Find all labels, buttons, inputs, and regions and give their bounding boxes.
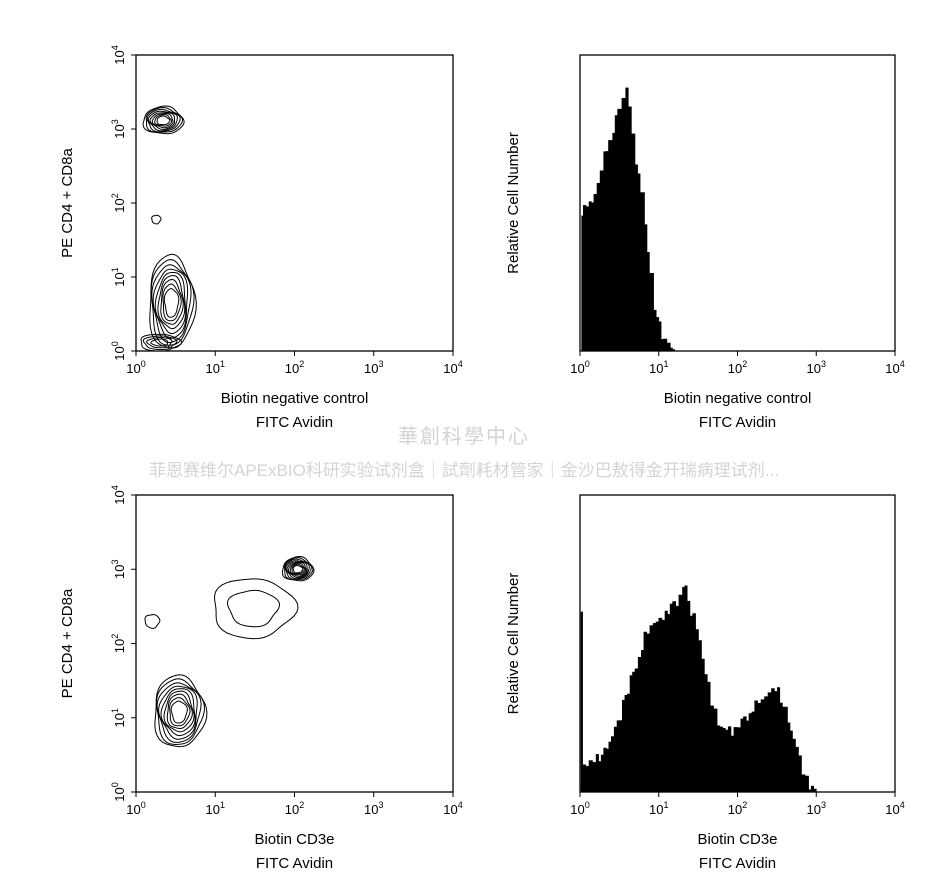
x-tick-label: 104	[443, 800, 462, 817]
contour-line	[158, 685, 198, 740]
contour-line	[149, 253, 197, 349]
chart-panel-top-left: 100 101 102 103 104 Biotin negative control FI…	[59, 45, 463, 431]
x-tick-label: 101	[206, 800, 225, 817]
chart-panel-bottom-left: 100 101 102 103 104 Biotin CD3e FITC Avidin PE …	[59, 485, 463, 872]
y-tick-label: 104	[110, 45, 127, 64]
contour-line	[149, 112, 175, 130]
plot-frame	[135, 494, 454, 793]
x-tick-label: 100	[570, 359, 589, 376]
contour-line	[287, 561, 307, 577]
x-tick-label: 101	[649, 359, 668, 376]
contour-line	[154, 114, 173, 127]
y-tick-label: 103	[110, 119, 127, 138]
contour-line	[284, 557, 314, 581]
contour-line	[156, 682, 202, 743]
y-axis-label: PE CD4 + CD8a	[59, 588, 76, 698]
x-tick-label: 102	[728, 359, 747, 376]
contour-line	[156, 115, 171, 126]
x-axis-label: Biotin negative control	[221, 390, 369, 407]
x-axis-label-secondary: FITC Avidin	[256, 414, 333, 431]
contour-line	[289, 562, 306, 576]
contour-line	[157, 274, 186, 330]
contour-line	[226, 589, 281, 628]
contour-line	[146, 336, 173, 349]
watermark-title: 華創科學中心	[398, 426, 530, 448]
y-tick-label: 104	[110, 485, 127, 504]
y-tick-label: 101	[110, 708, 127, 727]
contour-line	[142, 105, 185, 135]
x-axis-label-secondary: FITC Avidin	[699, 855, 776, 872]
contour-line	[169, 697, 191, 727]
x-tick-label: 101	[206, 359, 225, 376]
x-tick-label: 104	[885, 800, 904, 817]
histogram-area	[580, 585, 817, 793]
x-tick-label: 101	[649, 800, 668, 817]
y-tick-label: 102	[110, 634, 127, 653]
plot-frame	[135, 54, 454, 352]
x-tick-label: 104	[885, 359, 904, 376]
contour-line	[140, 333, 183, 351]
y-axis-label: PE CD4 + CD8a	[59, 148, 76, 258]
x-tick-label: 102	[285, 359, 304, 376]
x-tick-label: 100	[126, 800, 145, 817]
contour-line	[291, 563, 305, 575]
y-tick-label: 101	[110, 267, 127, 286]
y-tick-label: 102	[110, 193, 127, 212]
watermark-subtitle: 菲恩赛维尔APExBIO科研实验试剂盒｜試劑耗材管家｜金沙巴敖得金开瑞病理试剂.…	[149, 461, 779, 480]
x-axis-label-secondary: FITC Avidin	[699, 414, 776, 431]
x-tick-label: 102	[728, 800, 747, 817]
contour-line	[145, 106, 184, 133]
x-axis-label: Biotin CD3e	[254, 831, 334, 848]
x-axis-label-secondary: FITC Avidin	[256, 855, 333, 872]
contour-line	[151, 214, 162, 225]
y-axis-label: Relative Cell Number	[505, 573, 522, 715]
contour-line	[152, 268, 189, 339]
y-tick-label: 100	[110, 341, 127, 360]
contour-line	[292, 565, 304, 574]
x-tick-label: 100	[126, 359, 145, 376]
y-axis-label: Relative Cell Number	[505, 132, 522, 274]
contour-line	[286, 561, 308, 579]
contour-line	[154, 272, 187, 335]
contour-line	[170, 700, 188, 724]
x-tick-label: 103	[807, 800, 826, 817]
chart-panel-top-right: 100 101 102 103 104 Biotin negative control FI…	[505, 54, 905, 431]
x-tick-label: 102	[285, 800, 304, 817]
contour-line	[151, 264, 192, 344]
contour-line	[213, 578, 299, 640]
x-tick-label: 100	[570, 800, 589, 817]
contour-line	[151, 112, 174, 129]
x-axis-label: Biotin negative control	[664, 390, 812, 407]
contour-line	[154, 674, 208, 748]
contour-line	[144, 614, 161, 629]
contour-line	[160, 278, 184, 325]
contour-line	[160, 688, 196, 737]
contour-line	[142, 335, 178, 351]
x-tick-label: 103	[807, 359, 826, 376]
contour-line	[281, 555, 315, 582]
x-tick-label: 104	[443, 359, 462, 376]
contour-line	[146, 108, 181, 133]
contour-line	[163, 288, 180, 318]
x-axis-label: Biotin CD3e	[697, 831, 777, 848]
contour-line	[150, 338, 168, 347]
contour-line	[163, 690, 195, 733]
chart-panel-bottom-right: 100 101 102 103 104 Biotin CD3e FITC Avidin Rel…	[505, 494, 905, 872]
histogram-area	[580, 87, 676, 352]
contour-line	[147, 110, 178, 132]
contour-line	[166, 693, 193, 730]
y-tick-label: 100	[110, 782, 127, 801]
y-tick-label: 103	[110, 560, 127, 579]
x-tick-label: 103	[364, 800, 383, 817]
x-tick-label: 103	[364, 359, 383, 376]
contour-line	[162, 283, 182, 322]
